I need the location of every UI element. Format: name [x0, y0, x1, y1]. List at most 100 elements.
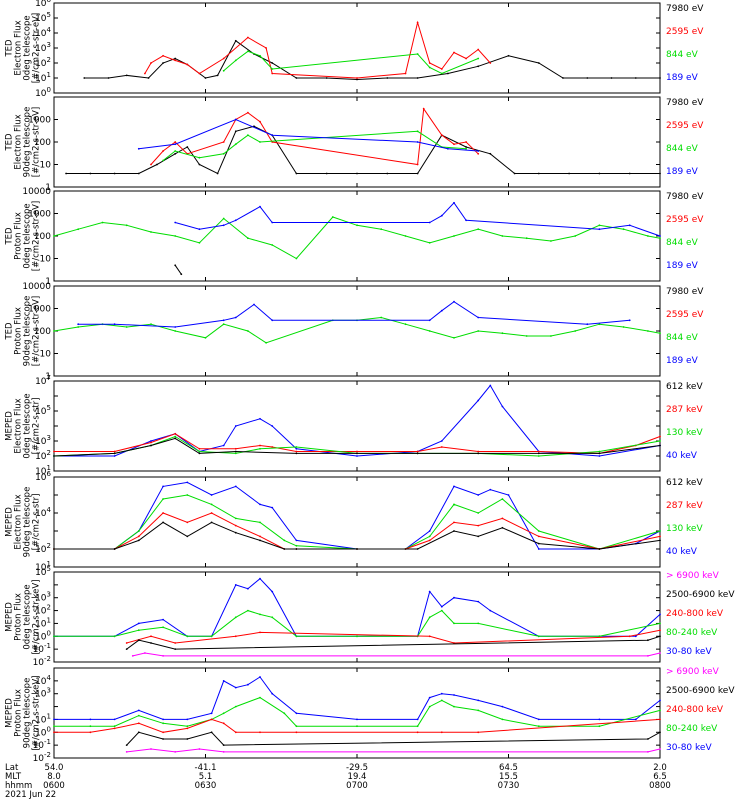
data-point-red	[174, 141, 177, 143]
data-point-blue	[453, 596, 455, 599]
data-point-black	[659, 172, 661, 175]
data-point-black	[537, 542, 540, 545]
y-tick-label: 102	[35, 449, 51, 462]
lat-tick-label: 64.5	[499, 763, 518, 773]
data-point-blue	[598, 455, 601, 457]
data-point-red	[150, 441, 152, 444]
data-point-green	[234, 705, 237, 708]
data-point-blue	[234, 686, 237, 689]
data-point-black	[53, 455, 55, 457]
y-tick-label: 10-1	[33, 738, 51, 751]
data-point-green	[428, 241, 431, 244]
lat-tick-label: 2.0	[653, 763, 667, 773]
data-point-black	[186, 738, 189, 740]
data-point-black	[89, 172, 92, 175]
legend-entry: 189 eV	[666, 261, 699, 271]
data-point-black	[416, 172, 419, 175]
data-point-blue	[477, 150, 480, 152]
data-point-red	[162, 54, 165, 57]
data-point-blue	[271, 692, 274, 695]
legend-entry: 844 eV	[666, 333, 699, 343]
data-point-red	[537, 535, 540, 538]
data-point-red	[234, 635, 237, 638]
data-point-blue	[428, 530, 431, 532]
data-point-blue	[659, 613, 661, 616]
data-point-green	[428, 616, 431, 619]
y-axis-label: TEDElectron Flux90deg telescope[#/cm2-s-…	[5, 107, 42, 178]
series-line-black	[126, 731, 661, 746]
data-point-black	[147, 77, 150, 79]
data-point-red	[222, 722, 225, 725]
series-line-red	[54, 433, 661, 454]
data-point-green	[428, 66, 431, 69]
data-point-red	[259, 444, 261, 447]
y-axis-label: MEPEDElectron Flux90deg telescope[#/cm2-…	[5, 487, 42, 558]
data-point-red	[222, 57, 225, 60]
data-point-blue	[222, 680, 225, 682]
data-point-green	[622, 228, 625, 231]
data-point-red	[162, 731, 165, 734]
data-point-red	[113, 727, 116, 730]
data-point-black	[325, 172, 328, 175]
y-tick-label: 100	[34, 138, 51, 148]
y-tick-label: 106	[35, 0, 51, 9]
data-point-green	[598, 224, 601, 227]
series-line-green	[53, 216, 661, 260]
data-point-green	[537, 530, 540, 532]
data-point-green	[89, 725, 92, 728]
data-point-blue	[489, 488, 492, 491]
data-point-green	[137, 714, 140, 717]
data-point-red	[53, 731, 55, 734]
y-tick-label: 101	[35, 560, 51, 573]
legend-entry: 2500-6900 keV	[666, 590, 735, 600]
data-point-green	[356, 635, 358, 638]
data-point-red	[234, 447, 237, 450]
data-point-green	[259, 696, 261, 699]
data-point-blue	[247, 587, 249, 590]
series-line-green	[54, 494, 661, 550]
data-point-red	[422, 107, 425, 110]
data-point-blue	[222, 444, 225, 447]
data-point-red	[537, 450, 540, 453]
y-tick-label: 101	[35, 71, 51, 84]
data-point-blue	[174, 221, 177, 224]
data-point-green	[186, 635, 189, 638]
data-point-green	[283, 712, 286, 715]
data-point-blue	[259, 577, 261, 580]
data-point-blue	[247, 683, 249, 686]
data-point-green	[271, 616, 274, 619]
y-tick-label: 1000	[28, 305, 51, 315]
data-point-green	[295, 257, 298, 260]
data-point-red	[440, 731, 443, 734]
data-point-green	[174, 330, 177, 332]
data-point-blue	[113, 718, 116, 721]
data-point-black	[477, 452, 480, 455]
y-tick-label: 101	[35, 464, 51, 477]
data-point-red	[416, 731, 419, 734]
data-point-red	[125, 642, 128, 644]
data-point-green	[150, 231, 152, 233]
data-point-black	[647, 639, 649, 642]
data-point-red	[144, 72, 146, 75]
y-tick-label: 10000	[22, 187, 51, 197]
legend-entry: 2595 eV	[666, 121, 704, 131]
data-point-blue	[628, 319, 631, 322]
data-point-green	[465, 147, 467, 150]
data-point-green	[137, 629, 140, 632]
data-point-red	[465, 141, 467, 143]
data-point-green	[259, 54, 261, 57]
data-point-green	[647, 235, 649, 237]
hhmm-tick-label: 0800	[649, 781, 671, 791]
data-point-red	[356, 450, 358, 453]
data-point-black	[489, 152, 492, 155]
series-line-green	[53, 316, 661, 344]
time-axis-row-label: hhmm	[5, 781, 32, 791]
data-point-green	[222, 323, 225, 326]
data-point-blue	[356, 455, 358, 457]
data-point-black	[125, 74, 128, 77]
data-point-black	[659, 731, 661, 734]
y-tick-label: 105	[35, 565, 51, 578]
legend-entry: 80-240 keV	[666, 628, 718, 638]
data-point-black	[659, 77, 661, 79]
